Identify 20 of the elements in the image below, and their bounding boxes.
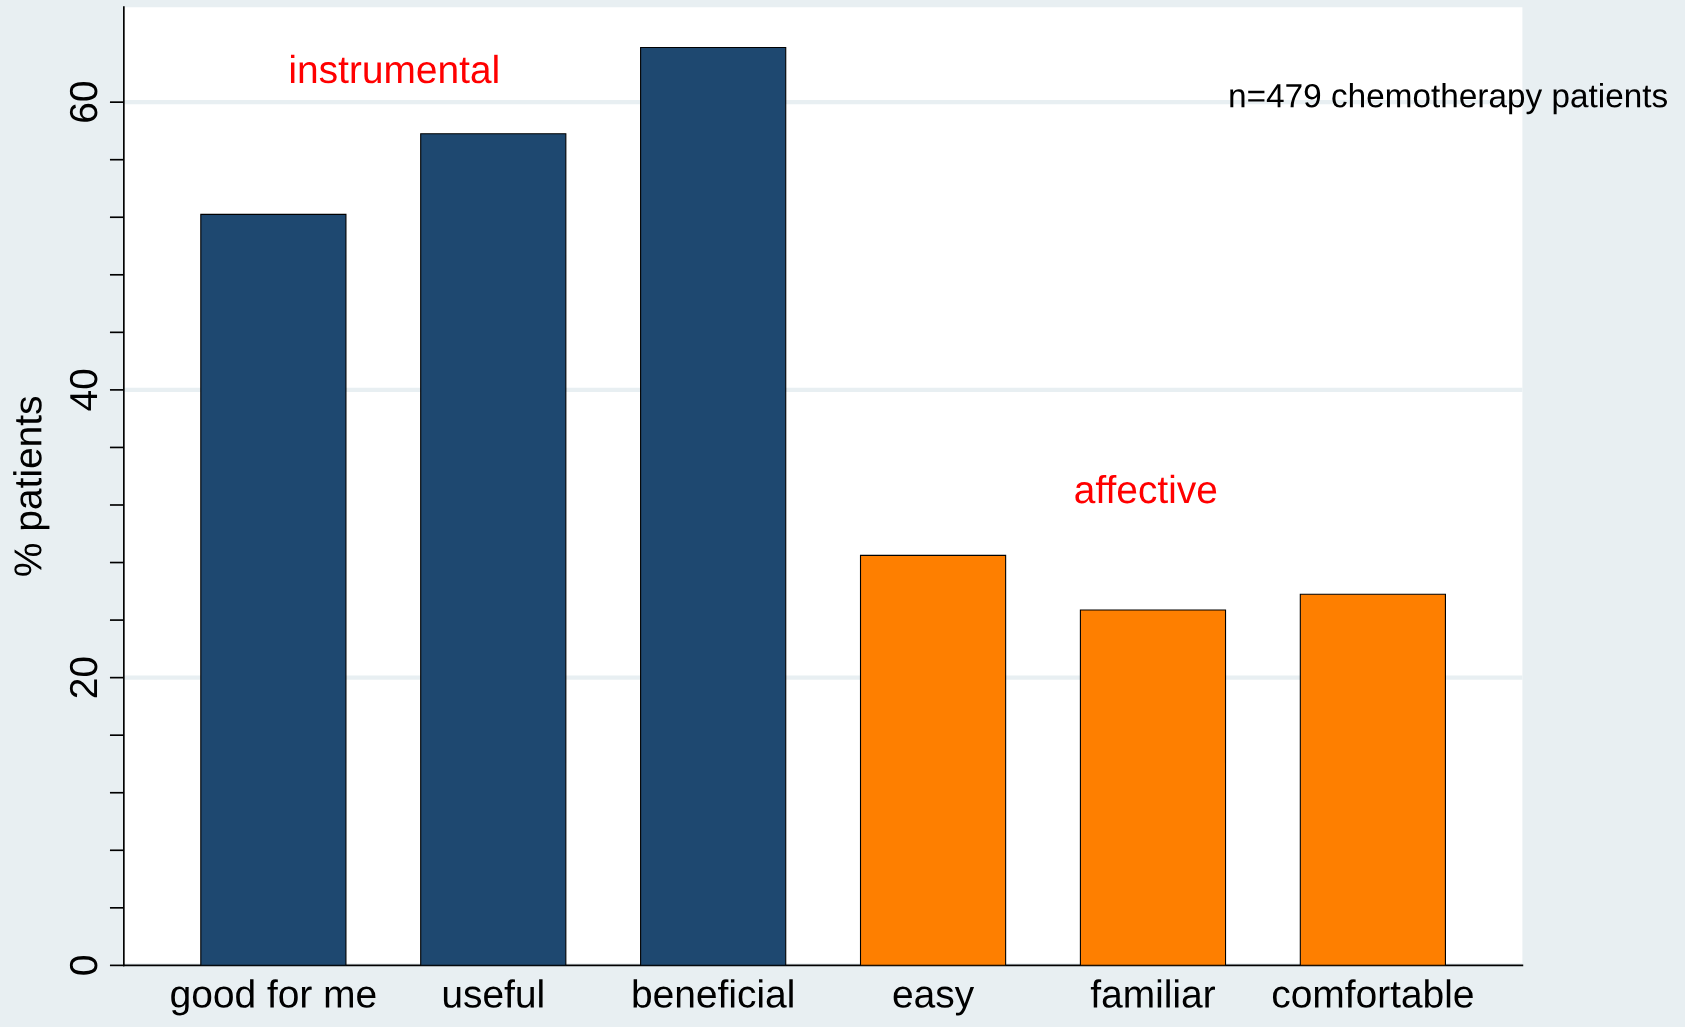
y-axis-title: % patients — [13, 396, 50, 576]
bar — [859, 554, 1007, 966]
x-tick-label: easy — [893, 986, 975, 1016]
annotation: n=479 chemotherapy patients — [1230, 83, 1667, 115]
x-tick-label: comfortable — [1272, 979, 1473, 1008]
bar — [640, 46, 787, 966]
x-tick-label: useful — [443, 979, 543, 1008]
bar — [420, 133, 567, 966]
bar — [1299, 593, 1446, 966]
annotation: instrumental — [290, 54, 498, 84]
y-tick-label: 40 — [69, 369, 98, 411]
x-tick-label: beneficial — [633, 979, 793, 1008]
x-tick-label: good for me — [171, 979, 376, 1016]
bar — [200, 213, 347, 966]
y-tick-label: 60 — [69, 82, 98, 122]
y-tick-label: 20 — [69, 657, 98, 698]
annotation: affective — [1075, 474, 1217, 504]
x-tick-label: familiar — [1090, 979, 1215, 1008]
y-tick-label: 0 — [69, 956, 98, 975]
bar — [1079, 609, 1227, 966]
